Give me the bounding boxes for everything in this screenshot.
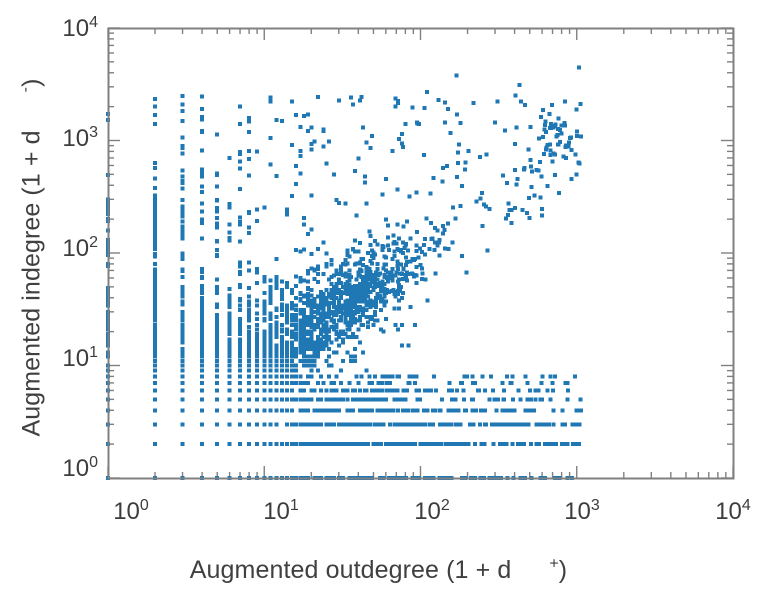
x-tick-label: 100 [113,497,149,526]
x-tick-label: 103 [564,497,600,526]
y-tick-label: 103 [62,124,98,153]
x-tick-label: 102 [414,497,450,526]
x-tick-label: 101 [263,497,299,526]
y-tick-label: 101 [62,344,98,373]
x-axis-label: Augmented outdegree (1 + d +) [189,555,568,584]
y-tick-label: 100 [62,454,98,483]
y-tick-label: 102 [62,234,98,263]
y-tick-label: 104 [62,14,98,43]
x-tick-label: 104 [715,497,751,526]
scatter-points [106,65,583,480]
y-axis-label: Augmented indegree (1 + d-) [17,78,46,437]
